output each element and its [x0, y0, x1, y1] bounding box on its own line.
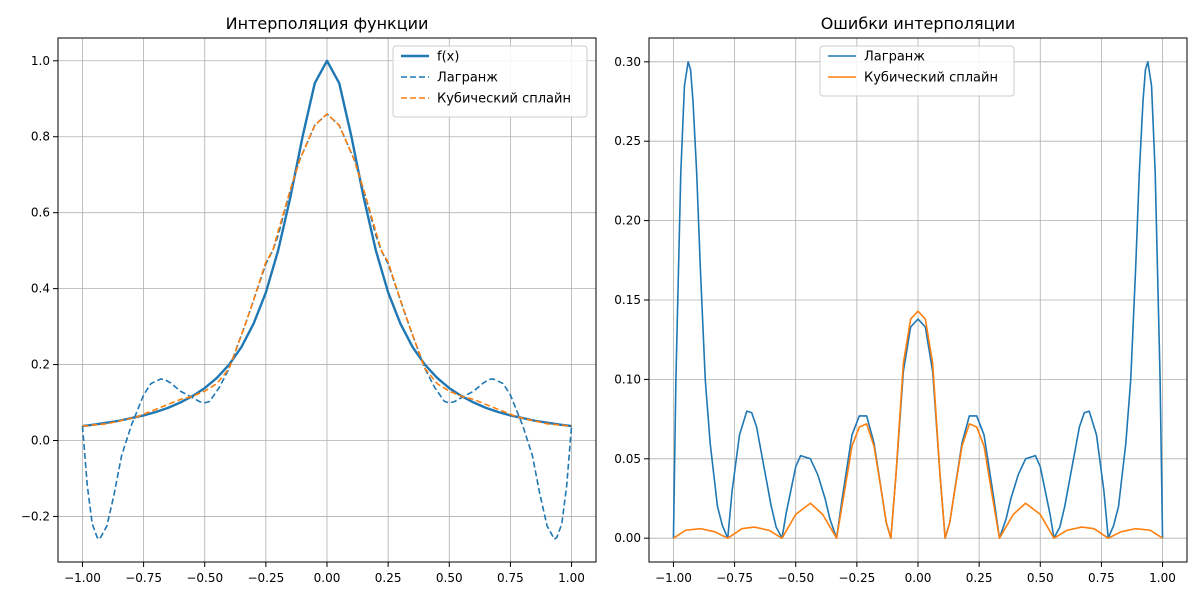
- series-line-0: [672, 61, 1164, 539]
- x-tick-label: −0.75: [125, 571, 162, 585]
- chart-errors: −1.00 −0.75 −0.50 −0.25 0.00 0.25 0.50 0.75 1.00…: [614, 14, 1188, 585]
- y-tick-label: 0.25: [614, 134, 641, 148]
- legend-box: [392, 45, 588, 118]
- series-group: [81, 59, 573, 541]
- chart-interpolation: −1.00 −0.75 −0.50 −0.25 0.00 0.25 0.50 0.75 1.00…: [21, 14, 597, 585]
- x-tick-label: −0.25: [247, 571, 284, 585]
- y-tick-label: 0.0: [31, 433, 50, 447]
- x-tick-label: 0.75: [497, 571, 524, 585]
- legend-label: Лагранж: [864, 50, 925, 65]
- series-line-2: [82, 113, 572, 427]
- x-tick-label: −0.50: [186, 571, 223, 585]
- series-line-1: [673, 310, 1163, 539]
- legend-box: [819, 45, 1015, 97]
- x-tick-label: −0.75: [716, 571, 753, 585]
- x-tick-label: 0.50: [1027, 571, 1054, 585]
- x-tick-label: 0.00: [905, 571, 932, 585]
- legend-label: Лагранж: [437, 71, 498, 86]
- series-group: [672, 61, 1164, 539]
- x-tick-label: 0.25: [375, 571, 402, 585]
- x-tick-label: 1.00: [1149, 571, 1176, 585]
- legend: Лагранж Кубический сплайн: [819, 45, 1015, 97]
- x-tick-label: 0.75: [1088, 571, 1115, 585]
- y-tick-label: −0.2: [21, 509, 50, 523]
- chart-title: Интерполяция функции: [226, 14, 429, 33]
- y-tick-label: 0.15: [614, 293, 641, 307]
- legend-label: Кубический сплайн: [437, 92, 571, 107]
- x-tick-label: −1.00: [64, 571, 101, 585]
- grid: [649, 38, 1187, 562]
- x-tick-label: 0.50: [436, 571, 463, 585]
- y-tick-label: 0.8: [31, 130, 50, 144]
- y-tick-label: 0.10: [614, 372, 641, 386]
- legend: f(x) Лагранж Кубический сплайн: [392, 45, 588, 118]
- x-tick-label: −0.25: [838, 571, 875, 585]
- x-tick-label: 0.25: [966, 571, 993, 585]
- chart-title: Ошибки интерполяции: [821, 14, 1016, 33]
- legend-label: Кубический сплайн: [864, 71, 998, 86]
- y-tick-label: 0.05: [614, 452, 641, 466]
- series-line-0: [82, 59, 572, 428]
- y-tick-label: 0.2: [31, 358, 50, 372]
- x-tick-label: −0.50: [777, 571, 814, 585]
- y-tick-label: 0.6: [31, 206, 50, 220]
- x-tick-label: −1.00: [655, 571, 692, 585]
- y-tick-label: 0.30: [614, 55, 641, 69]
- legend-label: f(x): [437, 50, 459, 65]
- grid: [58, 38, 596, 562]
- y-tick-label: 0.20: [614, 214, 641, 228]
- y-tick-label: 0.00: [614, 531, 641, 545]
- x-tick-label: 0.00: [314, 571, 341, 585]
- x-tick-label: 1.00: [558, 571, 585, 585]
- y-tick-label: 0.4: [31, 282, 50, 296]
- y-tick-label: 1.0: [31, 54, 50, 68]
